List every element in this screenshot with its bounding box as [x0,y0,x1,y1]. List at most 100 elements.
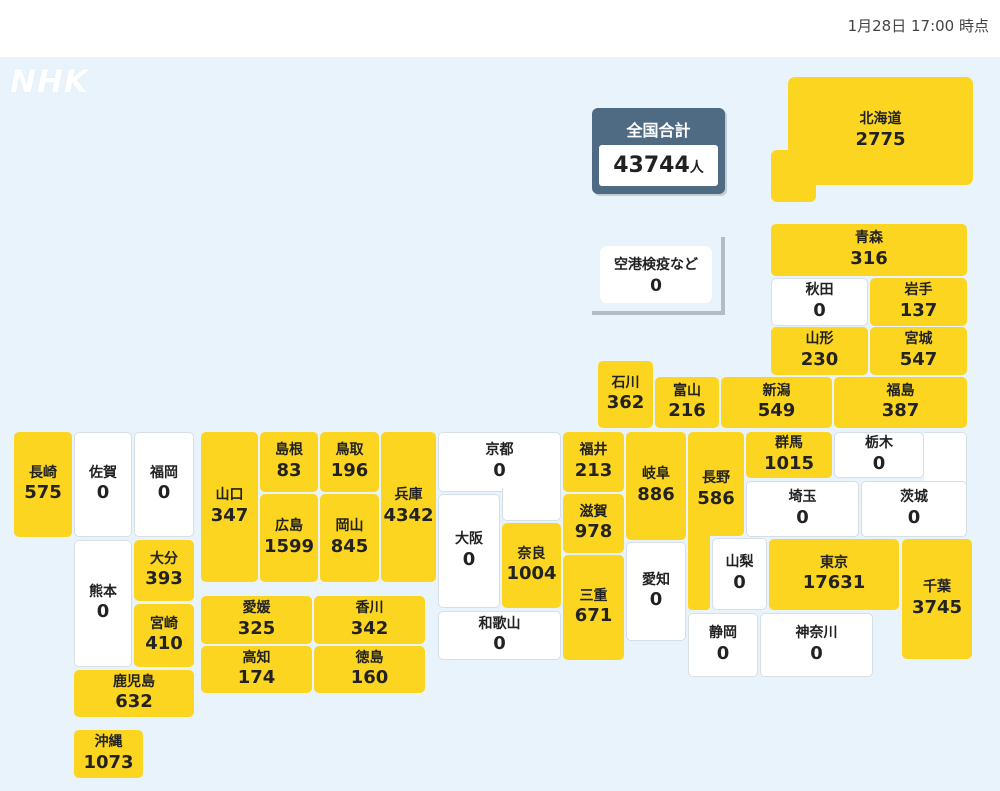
pref-yamanashi[interactable]: 山梨 0 [712,538,767,610]
pref-name: 宮崎 [150,615,178,632]
pref-ibaraki[interactable]: 茨城 0 [861,481,967,537]
pref-count: 174 [237,667,276,688]
pref-hiroshima[interactable]: 広島 1599 [260,494,318,582]
pref-kagawa[interactable]: 香川 342 [314,596,425,644]
pref-saitama[interactable]: 埼玉 0 [746,481,859,537]
pref-count: 632 [115,691,153,712]
pref-name: 群馬 [775,435,803,451]
pref-name: 山形 [805,331,834,347]
pref-wakayama[interactable]: 和歌山 0 [438,611,561,660]
pref-iwate[interactable]: 岩手 137 [870,278,967,326]
nhk-logo: NHK [10,64,89,100]
pref-kanagawa[interactable]: 神奈川 0 [760,613,873,677]
pref-name: 福井 [579,442,608,458]
pref-fukui[interactable]: 福井 213 [563,432,624,492]
pref-count: 410 [145,633,183,654]
pref-name: 京都 [485,442,514,458]
pref-count: 347 [210,504,249,526]
pref-saga[interactable]: 佐賀 0 [74,432,132,537]
pref-name: 新潟 [762,382,791,399]
pref-tokyo[interactable]: 東京 17631 [769,539,899,610]
pref-fukushima[interactable]: 福島 387 [834,377,967,428]
pref-count: 0 [96,601,110,622]
pref-name: 鳥取 [335,442,364,458]
kyoto-extension [502,488,561,521]
pref-gifu[interactable]: 岐阜 886 [626,432,686,540]
header-bar: 1月28日 17:00 時点 [0,0,1000,57]
pref-name: 岡山 [335,518,364,534]
pref-hokkaido[interactable]: 北海道 2775 [788,77,973,185]
pref-oita[interactable]: 大分 393 [134,540,194,601]
pref-count: 362 [606,392,645,413]
pref-count: 213 [574,459,613,481]
pref-gunma[interactable]: 群馬 1015 [746,432,832,478]
pref-name: 徳島 [355,649,384,666]
pref-akita[interactable]: 秋田 0 [771,278,868,326]
pref-name: 広島 [275,518,303,534]
pref-name: 滋賀 [579,503,608,520]
pref-count: 978 [574,521,613,542]
pref-miyazaki[interactable]: 宮崎 410 [134,604,194,667]
pref-name: 山口 [215,487,244,503]
pref-count: 4342 [383,504,434,526]
pref-count: 316 [850,247,888,269]
pref-name: 愛媛 [242,600,271,616]
pref-aichi[interactable]: 愛知 0 [626,542,686,641]
pref-count: 547 [899,348,938,370]
pref-okayama[interactable]: 岡山 845 [320,494,379,582]
pref-fukuoka[interactable]: 福岡 0 [134,432,194,537]
pref-shiga[interactable]: 滋賀 978 [563,494,624,553]
pref-osaka[interactable]: 大阪 0 [438,494,500,608]
pref-kochi[interactable]: 高知 174 [201,646,312,693]
pref-nara[interactable]: 奈良 1004 [502,523,561,608]
pref-shizuoka[interactable]: 静岡 0 [688,613,758,677]
pref-miyagi[interactable]: 宮城 547 [870,327,967,375]
pref-count: 0 [810,642,823,664]
pref-name: 北海道 [859,111,902,127]
pref-kagoshima[interactable]: 鹿児島 632 [74,670,194,717]
pref-shimane[interactable]: 島根 83 [260,432,318,492]
pref-aomori[interactable]: 青森 316 [771,224,967,276]
pref-nagasaki[interactable]: 長崎 575 [14,432,72,537]
pref-kumamoto[interactable]: 熊本 0 [74,540,132,667]
pref-tottori[interactable]: 鳥取 196 [320,432,379,492]
pref-kyoto[interactable]: 京都 0 [438,432,561,492]
quarantine-count: 0 [650,276,662,296]
pref-hyogo[interactable]: 兵庫 4342 [381,432,436,582]
pref-niigata[interactable]: 新潟 549 [721,377,832,428]
pref-okinawa[interactable]: 沖縄 1073 [74,730,143,778]
pref-count: 0 [813,299,826,321]
pref-toyama[interactable]: 富山 216 [655,377,719,428]
pref-ishikawa[interactable]: 石川 362 [598,361,653,428]
quarantine-box[interactable]: 空港検疫など 0 [600,246,712,303]
pref-name: 福岡 [150,464,178,481]
pref-count: 0 [493,459,506,481]
pref-name: 奈良 [517,545,546,562]
pref-name: 佐賀 [89,464,117,481]
pref-count: 393 [145,568,183,589]
pref-tochigi[interactable]: 栃木 0 [834,432,924,478]
pref-count: 671 [574,605,613,626]
pref-name: 福島 [886,382,915,399]
pref-count: 0 [493,633,506,654]
pref-ehime[interactable]: 愛媛 325 [201,596,312,644]
pref-count: 0 [872,452,886,474]
pref-nagano[interactable]: 長野 586 [688,432,744,536]
pref-name: 岩手 [904,282,933,298]
pref-name: 東京 [820,554,848,571]
pref-name: 茨城 [900,489,928,505]
pref-count: 325 [237,617,276,639]
pref-name: 宮城 [904,331,933,347]
pref-name: 長崎 [29,464,57,481]
pref-name: 千葉 [923,579,951,595]
pref-count: 0 [796,506,809,528]
national-total-box: 43744人 [599,145,718,186]
pref-tokushima[interactable]: 徳島 160 [314,646,425,693]
pref-count: 0 [462,548,476,570]
national-total-panel: 全国合計 43744人 [592,108,725,194]
pref-yamaguchi[interactable]: 山口 347 [201,432,258,582]
pref-count: 0 [907,506,921,528]
pref-chiba[interactable]: 千葉 3745 [902,539,972,659]
pref-yamagata[interactable]: 山形 230 [771,327,868,375]
pref-mie[interactable]: 三重 671 [563,555,624,660]
